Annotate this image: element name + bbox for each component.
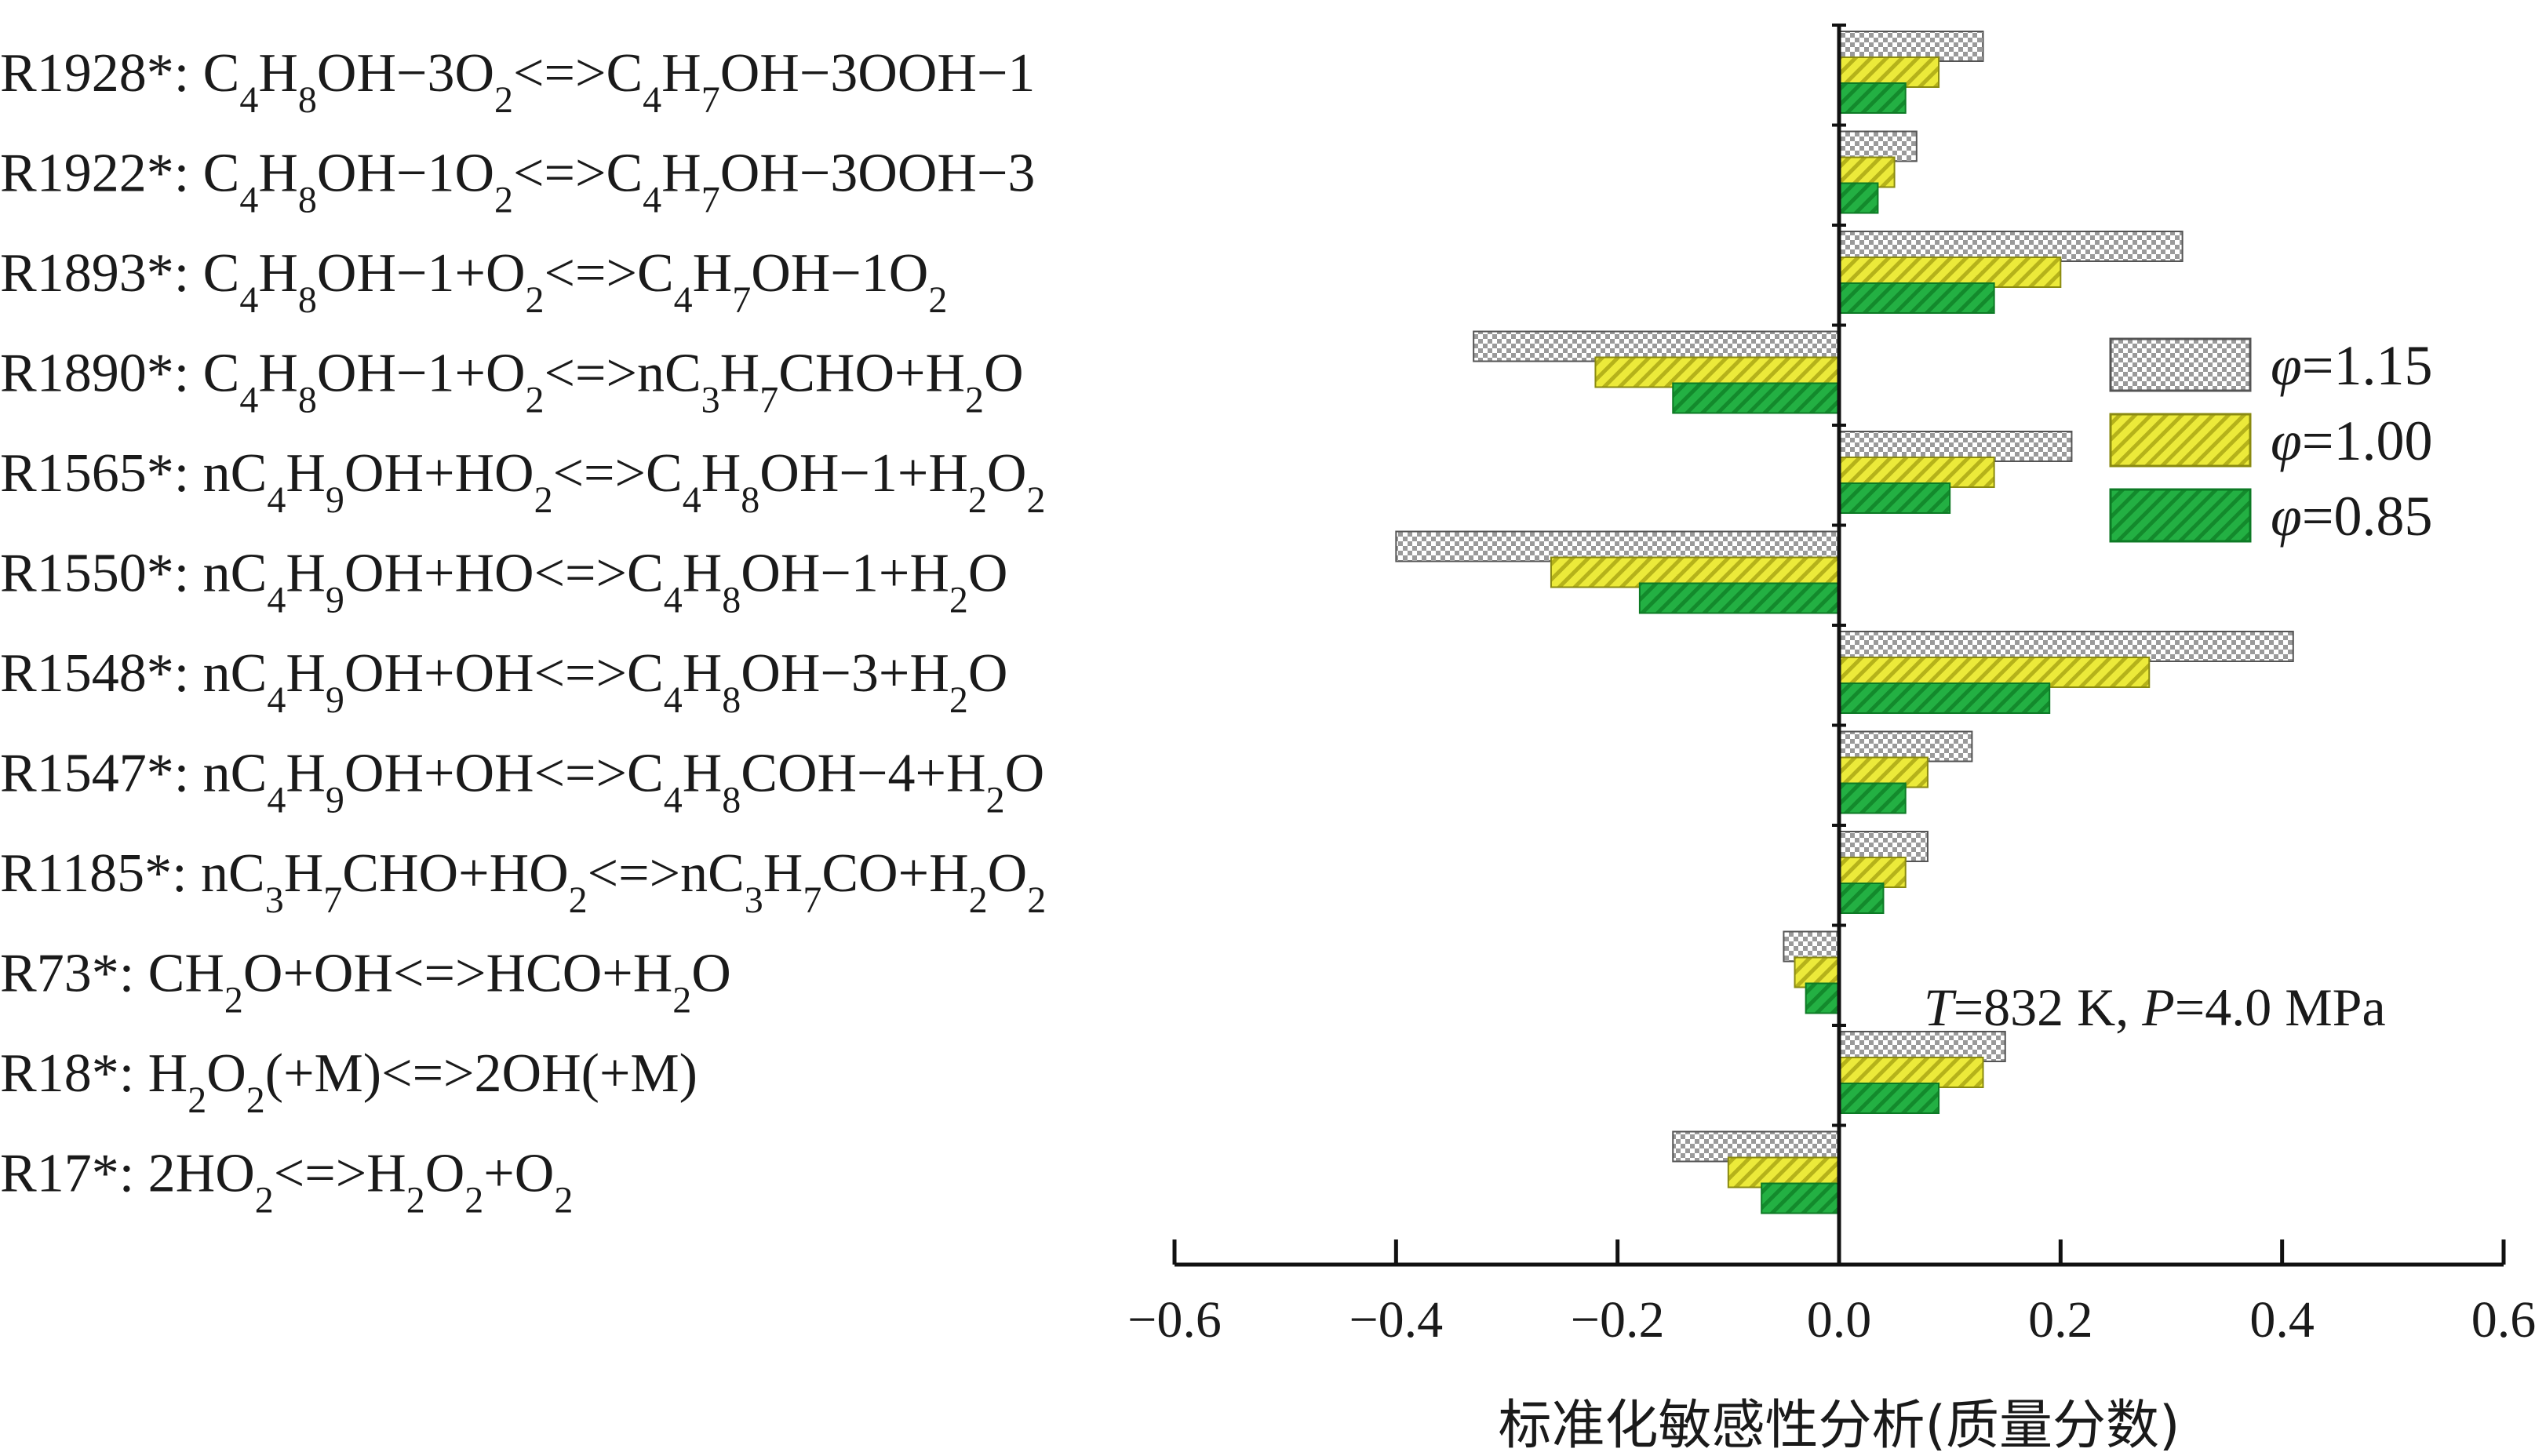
bar-s1-c10 [1838,1057,1984,1088]
x-tick-label-4: 0.2 [2028,1291,2093,1349]
x-tick-label-0: −0.6 [1127,1291,1222,1349]
reaction-label-8: R1185*: nC3H7CHO+HO2<=>nC3H7CO+H2O2 [0,843,1046,921]
x-tick-label-5: 0.4 [2249,1291,2315,1349]
axes-group: −0.6 −0.4 −0.2 0.0 0.2 0.4 0.6 标准化敏感性分析(质量分数) [1127,24,2535,1456]
reaction-label-4: R1565*: nC4H9OH+HO2<=>C4H8OH−1+H2O2 [0,443,1045,521]
reaction-label-3: R1890*: C4H8OH−1+O2<=>nC3H7CHO+H2O [0,344,1024,421]
bar-s2-c9 [1805,982,1840,1014]
legend-label-0: φ=1.15 [2271,334,2432,397]
legend-swatch-2 [2109,488,2252,543]
bar-s2-c3 [1672,382,1840,414]
bar-s2-c5 [1638,582,1840,614]
reaction-label-5: R1550*: nC4H9OH+HO<=>C4H8OH−1+H2O [0,544,1007,621]
bar-s0-c10 [1838,1031,2006,1062]
bar-s2-c10 [1838,1083,1940,1114]
x-tick-label-3: 0.0 [1807,1291,1872,1349]
bar-s2-c6 [1838,682,2051,714]
x-tick-label-2: −0.2 [1571,1291,1665,1349]
bar-s1-c3 [1594,356,1841,388]
reaction-label-0: R1928*: C4H8OH−3O2<=>C4H7OH−3OOH−1 [0,43,1035,121]
bar-s2-c7 [1838,782,1907,814]
bar-s1-c6 [1838,657,2151,688]
bar-s2-c2 [1838,282,1995,314]
legend-swatch-1 [2109,413,2252,468]
bar-s0-c9 [1783,930,1841,963]
legend: φ=1.15 φ=1.00 φ=0.85 [2109,334,2432,548]
bar-s2-c11 [1761,1182,1841,1214]
conditions-annotation-group: T=832 K, P=4.0 MPa [1924,977,2386,1037]
bar-s2-c1 [1838,182,1879,214]
reaction-labels-group: R1928*: C4H8OH−3O2<=>C4H7OH−3OOH−1 R1922*… [0,43,1046,1221]
bar-s0-c11 [1672,1130,1840,1163]
bar-s2-c0 [1838,82,1907,114]
legend-swatch-0 [2109,337,2252,392]
x-tick-label-6: 0.6 [2471,1291,2535,1349]
bars-group [1395,31,2294,1214]
conditions-annotation: T=832 K, P=4.0 MPa [1924,977,2386,1037]
bar-s1-c9 [1794,956,1841,988]
bar-s2-c4 [1838,482,1951,514]
legend-label-1: φ=1.00 [2271,410,2432,472]
bar-s2-c8 [1838,883,1885,914]
bar-s1-c1 [1838,156,1896,188]
x-axis-label: 标准化敏感性分析(质量分数) [1498,1395,2180,1452]
bar-s1-c5 [1550,556,1840,588]
legend-label-2: φ=0.85 [2271,485,2432,548]
bar-s0-c5 [1395,530,1841,562]
x-tick-label-1: −0.4 [1349,1291,1443,1349]
reaction-label-7: R1547*: nC4H9OH+OH<=>C4H8COH−4+H2O [0,744,1044,821]
reaction-label-2: R1893*: C4H8OH−1+O2<=>C4H7OH−1O2 [0,243,947,321]
reaction-label-9: R73*: CH2O+OH<=>HCO+H2O [0,944,731,1021]
reaction-label-6: R1548*: nC4H9OH+OH<=>C4H8OH−3+H2O [0,643,1007,721]
reaction-label-10: R18*: H2O2(+M)<=>2OH(+M) [0,1043,697,1121]
reaction-label-1: R1922*: C4H8OH−1O2<=>C4H7OH−3OOH−3 [0,144,1035,221]
reaction-label-11: R17*: 2HO2<=>H2O2+O2 [0,1144,573,1221]
bar-s1-c7 [1838,756,1929,788]
